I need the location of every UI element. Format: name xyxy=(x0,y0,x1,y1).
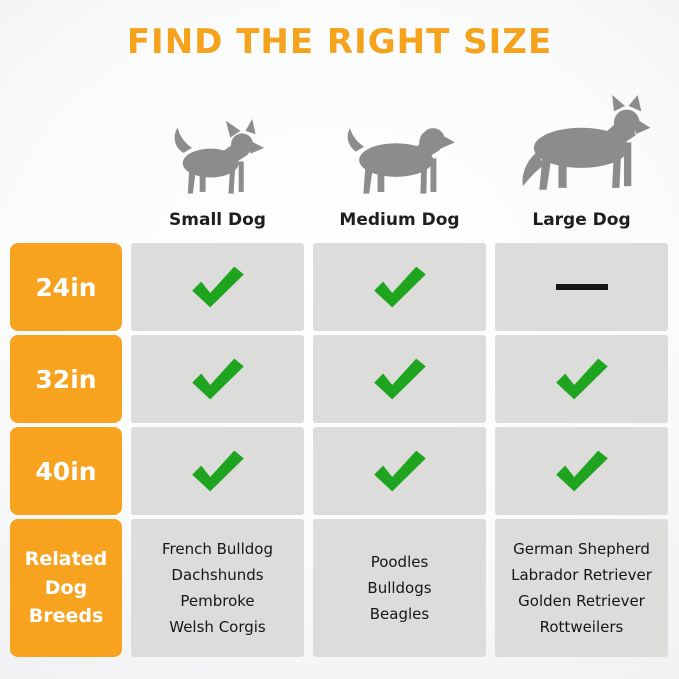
dog-column-large: Large Dog xyxy=(495,88,668,230)
breed-name: Pembroke xyxy=(180,592,255,610)
medium-dog-icon xyxy=(347,128,455,194)
cell-40in-medium xyxy=(313,427,486,515)
check-icon xyxy=(191,266,244,308)
dog-size-header-row: Small Dog Medium Dog xyxy=(10,88,668,230)
large-dog-icon xyxy=(522,95,651,190)
check-icon xyxy=(373,450,426,492)
cell-breeds-small: French Bulldog Dachshunds Pembroke Welsh… xyxy=(131,519,304,657)
cell-24in-small xyxy=(131,243,304,331)
cell-40in-small xyxy=(131,427,304,515)
dog-size-label-large: Large Dog xyxy=(532,210,631,230)
cell-32in-small xyxy=(131,335,304,423)
cell-24in-medium xyxy=(313,243,486,331)
check-icon xyxy=(373,358,426,400)
dogs-row-spacer xyxy=(10,88,122,230)
breed-name: Golden Retriever xyxy=(518,592,645,610)
cell-24in-large xyxy=(495,243,668,331)
breed-name: Labrador Retriever xyxy=(511,566,652,584)
cell-32in-large xyxy=(495,335,668,423)
small-dog-icon xyxy=(174,119,265,194)
row-header-related-breeds: Related Dog Breeds xyxy=(10,519,122,657)
dog-column-medium: Medium Dog xyxy=(313,88,486,230)
check-icon xyxy=(191,450,244,492)
row-header-32in: 32in xyxy=(10,335,122,423)
breed-name: Beagles xyxy=(369,605,430,623)
breed-name: Poodles xyxy=(370,553,429,571)
dog-size-label-small: Small Dog xyxy=(169,210,266,230)
breed-name: Rottweilers xyxy=(539,618,624,636)
breed-name: Bulldogs xyxy=(367,579,432,597)
size-table: 24in 32in 40in Re xyxy=(10,243,668,657)
cell-32in-medium xyxy=(313,335,486,423)
dash-icon xyxy=(555,284,608,290)
cell-breeds-large: German Shepherd Labrador Retriever Golde… xyxy=(495,519,668,657)
cell-breeds-medium: Poodles Bulldogs Beagles xyxy=(313,519,486,657)
row-header-24in: 24in xyxy=(10,243,122,331)
breed-name: Dachshunds xyxy=(171,566,264,584)
page-title: FIND THE RIGHT SIZE xyxy=(126,22,553,62)
breed-name: Welsh Corgis xyxy=(169,618,266,636)
dog-column-small: Small Dog xyxy=(131,88,304,230)
check-icon xyxy=(555,358,608,400)
breed-name: German Shepherd xyxy=(513,540,650,558)
dog-size-label-medium: Medium Dog xyxy=(339,210,460,230)
row-header-40in: 40in xyxy=(10,427,122,515)
breed-name: French Bulldog xyxy=(162,540,273,558)
check-icon xyxy=(191,358,244,400)
cell-40in-large xyxy=(495,427,668,515)
check-icon xyxy=(373,266,426,308)
check-icon xyxy=(555,450,608,492)
